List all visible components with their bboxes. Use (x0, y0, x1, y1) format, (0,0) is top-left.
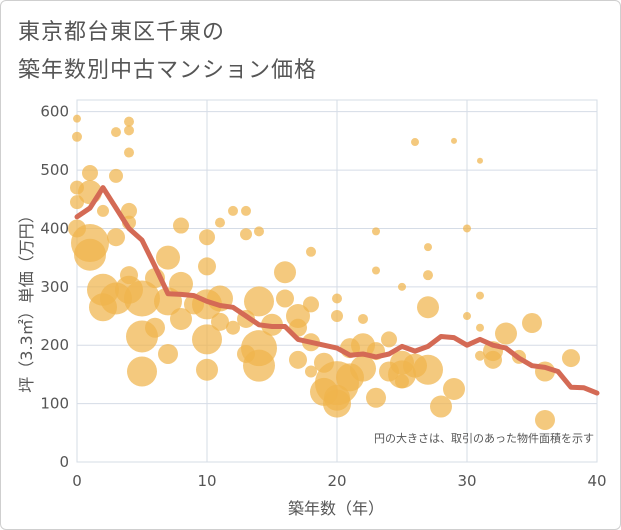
bubble-point (413, 354, 443, 385)
bubble-point (372, 227, 380, 236)
bubble-point (477, 157, 483, 164)
bubble-point (74, 238, 106, 271)
bubble-point (522, 313, 542, 334)
bubble-point (211, 312, 229, 331)
bubble-point (562, 349, 580, 368)
bubble-point (443, 378, 465, 401)
bubble-point (156, 245, 180, 270)
bubble-point (303, 296, 319, 313)
bubble-point (158, 343, 178, 364)
x-axis-label: 築年数（年） (288, 499, 384, 518)
bubble-point (350, 355, 376, 382)
bubble-point (475, 350, 485, 361)
bubble-point (199, 229, 215, 246)
bubble-point (411, 138, 419, 147)
bubble-point (124, 125, 134, 136)
y-tick-label: 500 (40, 161, 69, 179)
bubble-point (82, 164, 98, 181)
chart-title-line-2: 築年数別中古マンション価格 (18, 58, 318, 83)
x-tick-label: 10 (197, 472, 216, 490)
bubble-point (215, 217, 225, 228)
bubble-point (398, 282, 406, 291)
bubble-point (323, 389, 351, 418)
y-tick-label: 400 (40, 219, 69, 237)
chart-title-line-1: 東京都台東区千東の (18, 20, 226, 45)
trend-line-series (74, 185, 600, 396)
bubble-point (198, 257, 216, 276)
bubble-point (111, 127, 121, 138)
y-tick-label: 0 (59, 453, 69, 471)
bubble-point (121, 202, 137, 219)
y-tick-label: 100 (40, 395, 69, 413)
x-tick-label: 20 (327, 472, 346, 490)
bubble-point (463, 224, 471, 233)
bubble-point (97, 204, 109, 217)
axes: 0 100 200 300 400 500 600 0 10 20 30 40 (40, 103, 606, 490)
bubble-point (228, 205, 238, 216)
bubble-point (244, 286, 274, 317)
bubble-point (107, 228, 125, 247)
bubble-point (395, 374, 409, 389)
bubble-point (124, 280, 160, 317)
bubble-series (68, 114, 580, 430)
average-price-line (74, 185, 600, 396)
bubble-point (381, 331, 397, 348)
bubble-point (109, 168, 123, 183)
bubble-point (451, 137, 457, 144)
bubble-point (372, 266, 380, 275)
bubble-point (226, 320, 240, 335)
bubble-point (173, 217, 189, 234)
bubble-point (430, 395, 452, 418)
x-tick-label: 30 (457, 472, 476, 490)
bubble-point (241, 205, 251, 216)
bubble-size-note: 円の大きさは、取引のあった物件面積を示す (374, 431, 594, 445)
bubble-point (476, 291, 484, 300)
bubble-point (196, 358, 218, 381)
bubble-point (476, 323, 484, 332)
bubble-point (495, 322, 517, 345)
y-tick-label: 600 (40, 103, 69, 121)
y-tick-label: 300 (40, 278, 69, 296)
bubble-point (331, 310, 343, 323)
bubble-point (145, 317, 165, 338)
bubble-point (127, 356, 157, 387)
bubble-point (305, 365, 317, 378)
bubble-point (73, 114, 81, 123)
bubble-point (423, 270, 433, 281)
x-tick-label: 0 (72, 472, 82, 490)
bubble-point (306, 246, 316, 257)
bubble-point (169, 271, 193, 296)
bubble-point (124, 147, 134, 158)
y-axis-label: 坪（3.3㎡）単価（万円） (17, 207, 36, 392)
bubble-point (366, 387, 386, 408)
bubble-point (358, 313, 368, 324)
y-tick-label: 200 (40, 336, 69, 354)
bubble-point (124, 116, 134, 127)
bubble-point (484, 350, 502, 369)
bubble-point (424, 243, 432, 252)
bubble-point (72, 131, 82, 142)
x-tick-label: 40 (587, 472, 606, 490)
bubble-point (463, 312, 471, 321)
bubble-point (276, 289, 294, 308)
bubble-point (170, 307, 192, 330)
bubble-point (192, 324, 222, 355)
bubble-point (289, 350, 307, 369)
bubble-point (274, 261, 296, 284)
bubble-point (535, 409, 555, 430)
bubble-point (417, 296, 439, 319)
bubble-point (243, 349, 275, 382)
bubble-point (254, 226, 264, 237)
bubble-point (240, 228, 252, 241)
bubble-point (332, 293, 342, 304)
